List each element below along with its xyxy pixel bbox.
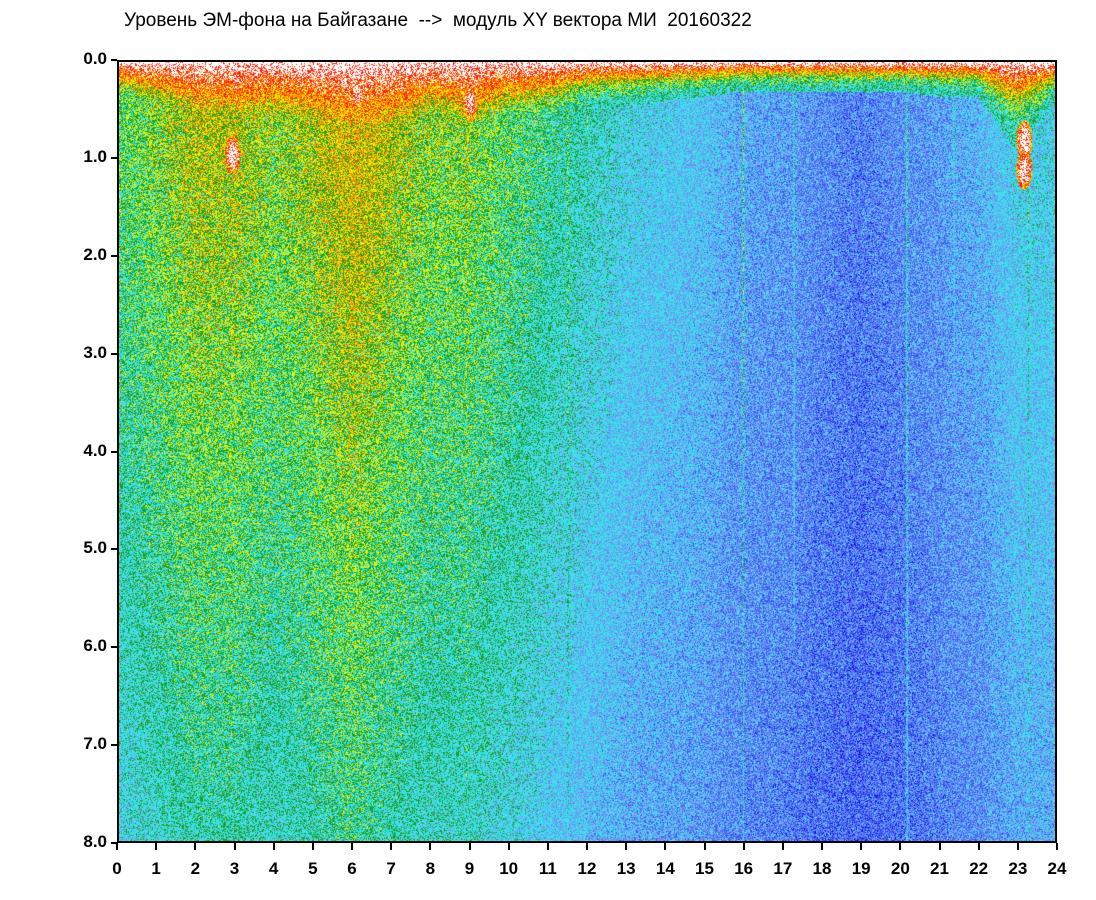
x-tick-mark <box>507 843 510 850</box>
y-tick-mark <box>111 842 117 844</box>
x-tick-mark <box>625 843 628 850</box>
x-tick-label: 14 <box>655 859 675 878</box>
x-tick-label: 17 <box>773 859 793 878</box>
x-tick-mark <box>194 843 197 850</box>
x-tick-label: 4 <box>268 859 279 878</box>
x-tick-mark <box>703 843 706 850</box>
y-tick-label: 4.0 <box>83 440 107 460</box>
x-tick-label: 0 <box>112 859 122 878</box>
x-tick-mark <box>586 843 588 850</box>
x-tick-label: 22 <box>969 859 989 878</box>
x-tick-mark <box>233 843 236 850</box>
x-tick-label: 12 <box>577 859 597 878</box>
x-tick-mark <box>781 843 784 850</box>
x-tick-label: 1 <box>151 859 161 878</box>
y-tick-mark <box>111 156 117 159</box>
x-tick-label: 9 <box>464 859 475 878</box>
x-tick-mark <box>351 843 353 850</box>
x-tick-mark <box>860 843 863 850</box>
y-tick-mark <box>111 548 117 551</box>
y-tick-label: 7.0 <box>83 734 107 754</box>
heatmap-plot-area <box>117 60 1057 843</box>
x-tick-mark <box>116 843 118 850</box>
x-tick-label: 6 <box>347 859 357 878</box>
y-tick-label: 0.0 <box>83 49 107 68</box>
x-tick-label: 3 <box>229 859 240 878</box>
x-tick-label: 8 <box>425 859 436 878</box>
x-tick-label: 18 <box>812 859 832 878</box>
x-tick-label: 20 <box>890 859 910 878</box>
y-tick-label: 8.0 <box>83 832 107 851</box>
x-tick-label: 21 <box>930 859 949 878</box>
x-tick-label: 2 <box>190 859 201 878</box>
x-tick-mark <box>468 843 471 850</box>
x-tick-label: 24 <box>1047 859 1067 878</box>
y-tick-mark <box>111 744 117 747</box>
chart-title: Уровень ЭМ-фона на Байгазане --> модуль … <box>124 10 752 31</box>
x-tick-mark <box>272 843 275 850</box>
x-tick-mark <box>977 843 980 850</box>
x-tick-mark <box>311 843 314 850</box>
x-tick-mark <box>429 843 432 850</box>
y-tick-mark <box>111 352 117 355</box>
x-tick-mark <box>390 843 393 850</box>
heatmap-canvas <box>119 62 1055 841</box>
x-tick-mark <box>938 843 941 850</box>
y-tick-label: 3.0 <box>83 342 107 362</box>
y-tick-mark <box>111 646 117 649</box>
y-tick-label: 5.0 <box>83 538 107 558</box>
x-tick-label: 19 <box>851 859 871 878</box>
x-tick-mark <box>1056 843 1058 850</box>
y-tick-mark <box>111 59 117 61</box>
x-tick-mark <box>821 843 823 850</box>
y-tick-label: 6.0 <box>83 636 107 656</box>
x-tick-label: 13 <box>616 859 636 878</box>
x-tick-label: 23 <box>1008 859 1028 878</box>
x-tick-mark <box>664 843 667 850</box>
x-tick-label: 10 <box>499 859 519 878</box>
x-tick-mark <box>742 843 745 850</box>
x-tick-mark <box>155 843 158 850</box>
x-tick-label: 5 <box>308 859 318 878</box>
x-tick-label: 16 <box>734 859 754 878</box>
x-tick-mark <box>1016 843 1019 850</box>
y-tick-label: 1.0 <box>83 146 107 166</box>
x-tick-mark <box>546 843 549 850</box>
x-tick-mark <box>899 843 902 850</box>
x-tick-label: 7 <box>386 859 396 878</box>
y-tick-mark <box>111 450 117 453</box>
y-tick-label: 2.0 <box>83 244 107 264</box>
y-tick-mark <box>111 254 117 257</box>
x-tick-label: 11 <box>538 859 557 878</box>
x-tick-label: 15 <box>695 859 714 878</box>
